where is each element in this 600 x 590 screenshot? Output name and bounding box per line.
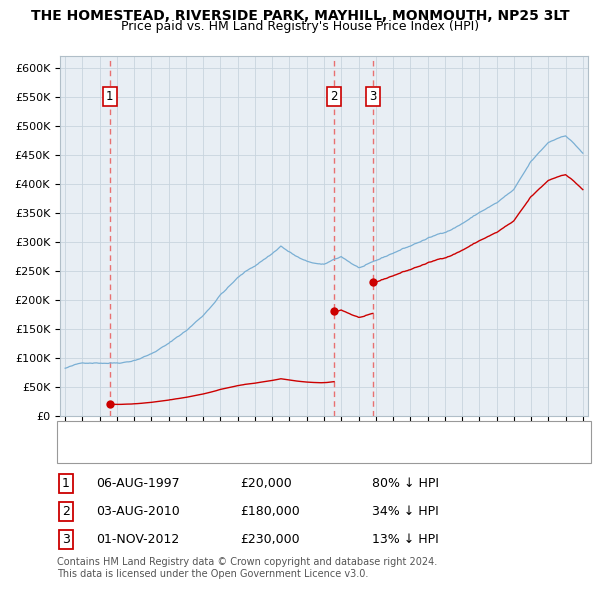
Text: 06-AUG-1997: 06-AUG-1997 (96, 477, 179, 490)
Text: THE HOMESTEAD, RIVERSIDE PARK, MAYHILL, MONMOUTH, NP25 3LT: THE HOMESTEAD, RIVERSIDE PARK, MAYHILL, … (31, 9, 569, 23)
Text: ——: —— (72, 444, 87, 457)
Text: 2: 2 (62, 505, 70, 518)
Text: 2: 2 (331, 90, 338, 103)
Text: Price paid vs. HM Land Registry's House Price Index (HPI): Price paid vs. HM Land Registry's House … (121, 20, 479, 33)
Text: 13% ↓ HPI: 13% ↓ HPI (372, 533, 439, 546)
Text: THE HOMESTEAD, RIVERSIDE PARK, MAYHILL, MONMOUTH, NP25 3LT (detached house): THE HOMESTEAD, RIVERSIDE PARK, MAYHILL, … (99, 428, 583, 438)
Text: 80% ↓ HPI: 80% ↓ HPI (372, 477, 439, 490)
Text: £20,000: £20,000 (240, 477, 292, 490)
Text: Contains HM Land Registry data © Crown copyright and database right 2024.
This d: Contains HM Land Registry data © Crown c… (57, 557, 437, 579)
Text: 34% ↓ HPI: 34% ↓ HPI (372, 505, 439, 518)
Text: 03-AUG-2010: 03-AUG-2010 (96, 505, 180, 518)
Text: £180,000: £180,000 (240, 505, 300, 518)
Text: 1: 1 (106, 90, 113, 103)
Text: HPI: Average price, detached house, Monmouthshire: HPI: Average price, detached house, Monm… (99, 445, 392, 455)
Text: 3: 3 (370, 90, 377, 103)
Text: 1: 1 (62, 477, 70, 490)
Text: 01-NOV-2012: 01-NOV-2012 (96, 533, 179, 546)
Text: 3: 3 (62, 533, 70, 546)
Text: ——: —— (72, 427, 87, 440)
Text: £230,000: £230,000 (240, 533, 299, 546)
